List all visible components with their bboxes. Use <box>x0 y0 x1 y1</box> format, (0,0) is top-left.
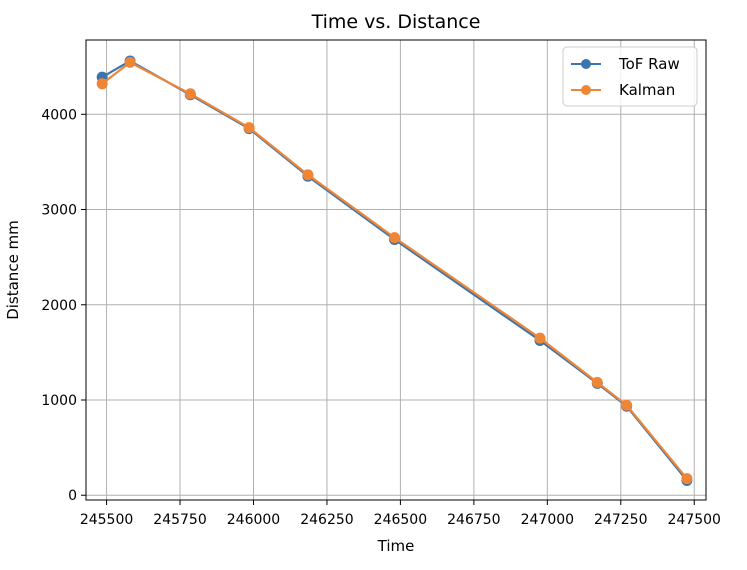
plot-area-frame <box>85 39 707 501</box>
y-tick-label: 3000 <box>41 203 77 219</box>
legend-label-kalman: Kalman <box>619 81 675 99</box>
y-tick-label: 0 <box>68 488 77 504</box>
x-tick-label: 247000 <box>521 512 574 528</box>
data-point-kalman <box>302 169 314 181</box>
y-tick-label: 4000 <box>41 107 77 123</box>
x-tick-label: 247500 <box>668 512 721 528</box>
data-point-kalman <box>243 122 255 134</box>
x-tick-label: 245750 <box>153 512 206 528</box>
y-tick-label: 1000 <box>41 393 77 409</box>
chart-title: Time vs. Distance <box>311 11 481 33</box>
x-tick-label: 246750 <box>447 512 500 528</box>
data-point-kalman <box>621 399 633 411</box>
axis-ticks: 245500 245750 246000 246250 246500 246750 2470… <box>41 107 721 528</box>
data-point-kalman <box>124 56 136 68</box>
legend-marker-kalman <box>581 85 591 95</box>
grid-lines <box>86 40 706 500</box>
data-series <box>96 55 693 486</box>
data-point-kalman <box>389 232 401 244</box>
series-kalman <box>96 56 693 485</box>
y-axis-label: Distance mm <box>4 220 22 320</box>
y-tick-label: 2000 <box>41 298 77 314</box>
x-tick-label: 246500 <box>374 512 427 528</box>
data-point-kalman <box>534 332 546 344</box>
x-tick-label: 247250 <box>594 512 647 528</box>
x-tick-label: 246000 <box>227 512 280 528</box>
x-tick-label: 246250 <box>300 512 353 528</box>
data-point-kalman <box>184 88 196 100</box>
legend-box <box>562 46 698 107</box>
data-point-kalman <box>591 376 603 388</box>
legend: ToF Raw Kalman <box>562 46 698 107</box>
x-tick-label: 245500 <box>80 512 133 528</box>
series-line-kalman <box>101 61 688 480</box>
x-axis-label: Time <box>377 537 415 555</box>
data-point-kalman <box>96 78 108 90</box>
legend-marker-tof-raw <box>581 59 591 69</box>
legend-label-tof-raw: ToF Raw <box>618 55 680 73</box>
data-point-kalman <box>681 473 693 485</box>
